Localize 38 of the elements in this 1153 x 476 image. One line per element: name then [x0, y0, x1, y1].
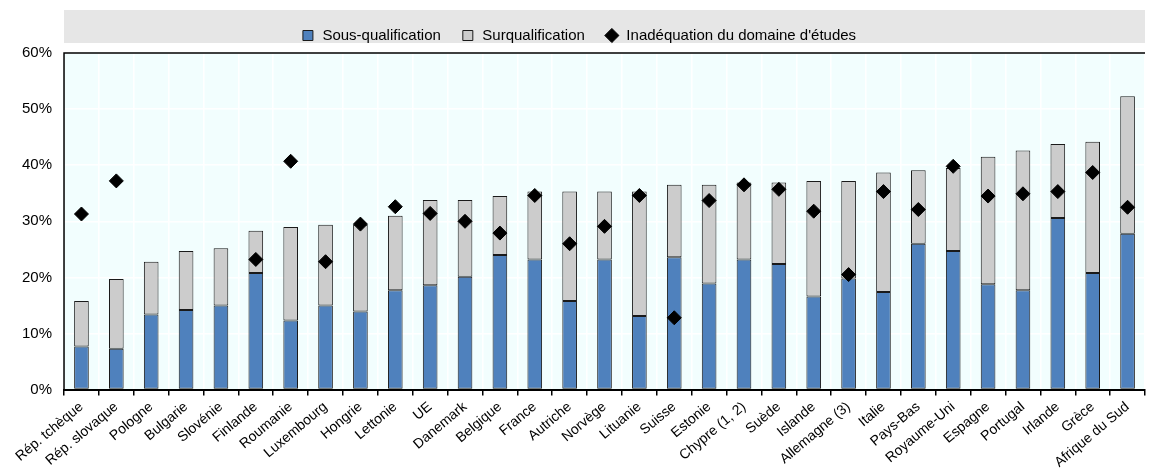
point	[631, 187, 647, 203]
point	[1085, 164, 1101, 180]
point	[1120, 199, 1136, 215]
point	[841, 267, 857, 283]
point	[701, 193, 717, 209]
point	[771, 181, 787, 197]
point	[1015, 186, 1031, 202]
point	[666, 310, 682, 326]
point	[945, 158, 961, 174]
y-tick-label: 50%	[21, 99, 53, 117]
point	[283, 153, 299, 169]
y-tick-label: 40%	[21, 155, 53, 173]
y-tick-label: 60%	[21, 43, 53, 61]
y-tick-label: 30%	[21, 211, 53, 229]
point	[248, 251, 264, 267]
point	[910, 202, 926, 218]
point	[562, 236, 578, 252]
y-tick-label: 10%	[21, 323, 53, 341]
point	[875, 184, 891, 200]
point	[527, 187, 543, 203]
y-tick-label: 0%	[30, 379, 53, 397]
point	[422, 205, 438, 221]
legend-label: Inadéquation du domaine d'études	[626, 25, 857, 43]
point	[806, 203, 822, 219]
point	[73, 206, 89, 222]
point	[352, 216, 368, 232]
y-tick-label: 20%	[21, 267, 53, 285]
legend-label: Sous-qualification	[322, 25, 441, 43]
point	[457, 213, 473, 229]
point	[318, 254, 334, 270]
point	[108, 173, 124, 189]
point	[980, 188, 996, 204]
point	[736, 177, 752, 193]
legend-label: Surqualification	[482, 25, 585, 43]
point	[1050, 184, 1066, 200]
point	[492, 225, 508, 241]
point	[597, 218, 613, 234]
point	[387, 199, 403, 215]
